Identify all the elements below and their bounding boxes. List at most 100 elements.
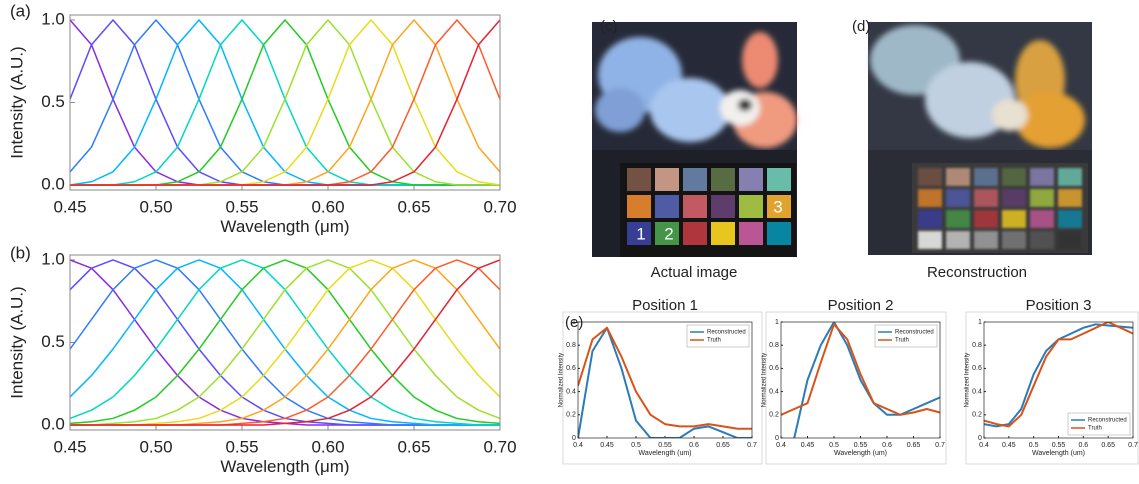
legend-label: Reconstructed — [895, 330, 934, 336]
color-patch — [1030, 231, 1054, 249]
color-patch — [946, 231, 970, 249]
y-tick-label: 0 — [978, 435, 982, 442]
color-patch — [974, 210, 998, 228]
x-axis-label: Wavelength (um) — [638, 450, 691, 457]
color-patch — [739, 168, 763, 191]
color-patch — [918, 189, 942, 207]
y-tick-label: 0.2 — [769, 412, 779, 419]
x-tick-label: 0.4 — [573, 442, 583, 449]
position-marker: 2 — [664, 224, 673, 243]
image-caption: Actual image — [651, 264, 738, 281]
chart-title: Position 3 — [1026, 297, 1092, 314]
axes-frame — [70, 255, 500, 430]
y-tick-label: 0.4 — [972, 388, 982, 395]
color-patch — [918, 210, 942, 228]
color-patch — [1058, 168, 1082, 186]
x-tick-label: 0.45 — [801, 442, 815, 449]
y-tick-label: 0.5 — [41, 92, 65, 111]
x-tick-label: 0.60 — [311, 437, 344, 456]
color-patch — [946, 189, 970, 207]
plot-area — [70, 260, 500, 425]
y-axis-label: Intensity (A.U.) — [7, 46, 26, 158]
plot-area — [70, 20, 500, 185]
legend-label: Truth — [895, 338, 909, 344]
y-axis-label: Normalized Intensity — [965, 353, 971, 407]
x-tick-label: 0.65 — [716, 442, 730, 449]
y-tick-label: 0.5 — [41, 332, 65, 351]
color-patch — [1030, 168, 1054, 186]
y-tick-label: 0 — [572, 435, 576, 442]
x-tick-label: 0.70 — [483, 197, 516, 216]
x-axis-label: Wavelength (μm) — [220, 457, 349, 476]
x-tick-label: 0.5 — [1029, 442, 1039, 449]
reconstructed-image — [868, 22, 1092, 255]
y-tick-label: 0.6 — [566, 365, 576, 372]
figure: (c) (d) Actual image Reconstruction 1 2 3 0… — [0, 0, 1139, 484]
y-tick-label: 1.0 — [41, 9, 65, 28]
y-tick-label: 0.0 — [41, 415, 65, 434]
x-axis-label: Wavelength (um) — [834, 450, 887, 457]
x-tick-label: 0.60 — [311, 197, 344, 216]
x-tick-label: 0.6 — [882, 442, 892, 449]
y-tick-label: 0.4 — [769, 388, 779, 395]
y-tick-label: 0.6 — [769, 365, 779, 372]
x-tick-label: 0.50 — [139, 437, 172, 456]
x-tick-label: 0.7 — [1128, 442, 1138, 449]
x-tick-label: 0.55 — [854, 442, 868, 449]
legend-box — [875, 325, 937, 347]
x-tick-label: 0.6 — [689, 442, 699, 449]
y-tick-label: 0.4 — [566, 388, 576, 395]
color-patch — [1002, 168, 1026, 186]
x-tick-label: 0.65 — [907, 442, 921, 449]
x-tick-label: 0.50 — [139, 197, 172, 216]
y-tick-label: 1.0 — [41, 249, 65, 268]
series-line — [70, 260, 500, 425]
y-tick-label: 0.0 — [41, 175, 65, 194]
x-tick-label: 0.65 — [1101, 442, 1115, 449]
legend-label: Reconstructed — [707, 330, 746, 336]
panel-label: (c) — [600, 18, 618, 35]
x-tick-label: 0.55 — [1052, 442, 1066, 449]
legend-label: Truth — [1088, 426, 1102, 432]
y-tick-label: 0 — [775, 435, 779, 442]
color-patch — [1058, 189, 1082, 207]
color-patch — [767, 168, 791, 191]
x-tick-label: 0.4 — [979, 442, 989, 449]
series-line — [70, 260, 500, 425]
x-tick-label: 0.70 — [483, 437, 516, 456]
position-marker: 3 — [773, 197, 782, 216]
series-line — [70, 260, 500, 425]
color-patch — [711, 168, 735, 191]
x-tick-label: 0.45 — [600, 442, 614, 449]
color-patch — [1030, 189, 1054, 207]
x-tick-label: 0.4 — [776, 442, 786, 449]
series-line — [70, 260, 500, 425]
x-tick-label: 0.5 — [631, 442, 641, 449]
x-axis-label: Wavelength (um) — [1032, 450, 1085, 457]
y-axis-label: Intensity (A.U.) — [7, 286, 26, 398]
y-tick-label: 0.8 — [769, 342, 779, 349]
color-patch — [683, 168, 707, 191]
y-tick-label: 0.2 — [972, 412, 982, 419]
x-tick-label: 0.45 — [53, 437, 86, 456]
color-patch — [711, 195, 735, 218]
color-patch — [627, 195, 651, 218]
color-patch — [711, 222, 735, 245]
color-patch — [767, 222, 791, 245]
series-line — [70, 260, 500, 425]
series-line — [70, 260, 500, 425]
legend-box — [1068, 413, 1130, 435]
image-caption: Reconstruction — [927, 264, 1027, 281]
x-tick-label: 0.65 — [397, 197, 430, 216]
plot-area — [984, 322, 1133, 426]
y-tick-label: 0.8 — [972, 342, 982, 349]
panel-label: (d) — [852, 18, 870, 35]
x-tick-label: 0.55 — [225, 197, 258, 216]
y-tick-label: 1 — [775, 319, 779, 326]
x-tick-label: 0.6 — [1078, 442, 1088, 449]
panel-label: (b) — [10, 243, 31, 262]
y-tick-label: 0.2 — [566, 412, 576, 419]
x-tick-label: 0.65 — [397, 437, 430, 456]
x-tick-label: 0.45 — [1002, 442, 1016, 449]
x-tick-label: 0.5 — [829, 442, 839, 449]
